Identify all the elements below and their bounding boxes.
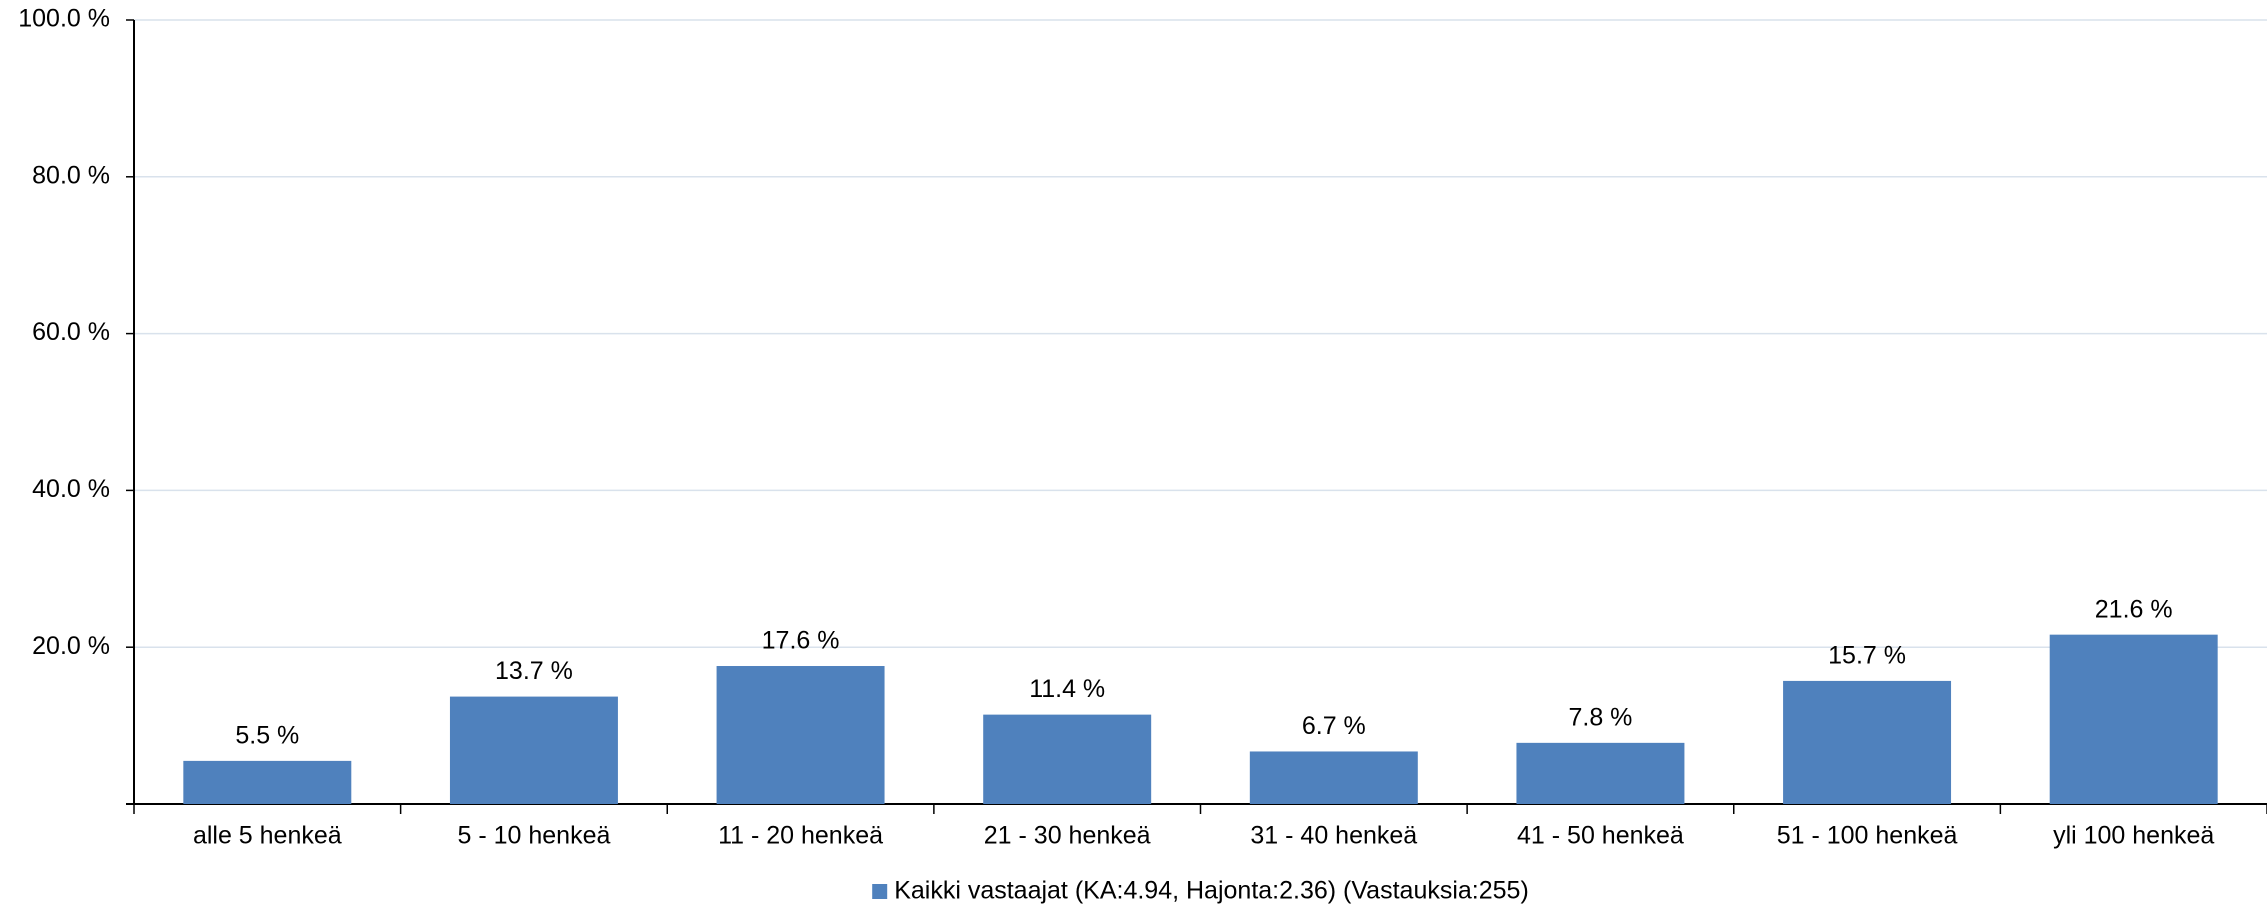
y-tick-label: 20.0 % bbox=[32, 632, 110, 660]
x-tick-label: 51 - 100 henkeä bbox=[1777, 822, 1958, 850]
legend-label: Kaikki vastaajat (KA:4.94, Hajonta:2.36)… bbox=[894, 877, 1529, 905]
legend-swatch bbox=[872, 884, 888, 899]
data-label: 21.6 % bbox=[2095, 595, 2173, 623]
data-label: 5.5 % bbox=[235, 721, 299, 749]
data-label: 6.7 % bbox=[1302, 712, 1366, 740]
data-label: 13.7 % bbox=[495, 657, 573, 685]
x-tick-label: 5 - 10 henkeä bbox=[457, 822, 610, 850]
data-label: 7.8 % bbox=[1568, 703, 1632, 731]
y-tick-label: 60.0 % bbox=[32, 318, 110, 346]
x-tick-label: 31 - 40 henkeä bbox=[1250, 822, 1417, 850]
bar bbox=[983, 714, 1152, 804]
bar bbox=[2049, 634, 2218, 804]
x-tick-label: alle 5 henkeä bbox=[193, 822, 342, 850]
x-tick-label: 11 - 20 henkeä bbox=[718, 822, 883, 850]
data-label: 11.4 % bbox=[1029, 675, 1105, 703]
bar bbox=[716, 666, 885, 804]
bar bbox=[183, 760, 352, 804]
x-tick-label: 21 - 30 henkeä bbox=[984, 822, 1151, 850]
x-tick-label: yli 100 henkeä bbox=[2053, 822, 2214, 850]
bar bbox=[449, 696, 618, 804]
bar bbox=[1249, 751, 1418, 804]
y-tick-label: 40.0 % bbox=[32, 475, 110, 503]
bar bbox=[1783, 680, 1952, 804]
bar bbox=[1516, 742, 1685, 804]
y-tick-label: 80.0 % bbox=[32, 161, 110, 189]
data-label: 17.6 % bbox=[762, 627, 840, 655]
y-tick-label: 100.0 % bbox=[18, 5, 110, 33]
data-label: 15.7 % bbox=[1828, 642, 1906, 670]
x-tick-label: 41 - 50 henkeä bbox=[1517, 822, 1684, 850]
